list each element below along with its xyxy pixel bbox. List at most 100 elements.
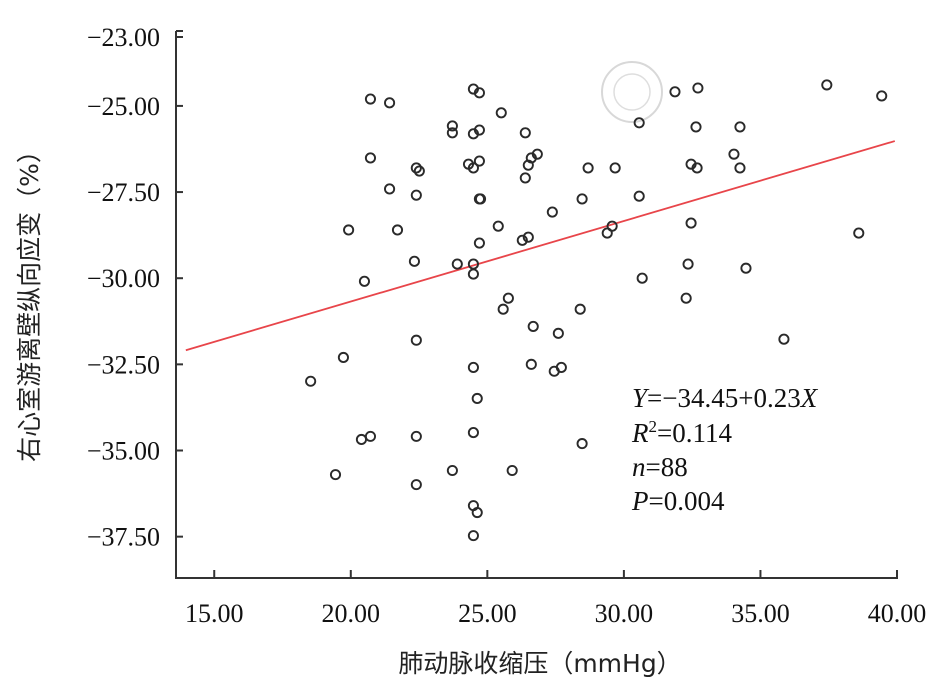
equation-text: Y=−34.45+0.23X [632,383,819,413]
y-tick-label: −27.50 [87,178,160,207]
regression-line [185,140,896,352]
data-point [552,327,564,339]
data-point [495,107,507,119]
data-point [471,392,483,405]
data-point [576,438,588,450]
data-point [410,189,422,201]
data-point [690,121,702,133]
data-point [467,268,479,280]
data-point [685,217,697,229]
data-point [474,193,487,205]
x-tick-label: 35.00 [731,599,790,628]
data-point [734,162,746,174]
x-axis-title: 肺动脉收缩压（mmHg） [398,649,681,678]
y-tick-label: −32.50 [87,350,160,379]
data-point [633,190,645,202]
data-point [522,231,534,243]
data-point [606,220,618,232]
data-point [669,86,681,98]
data-point [467,530,479,542]
y-tick-label: −35.00 [87,437,160,466]
data-point [446,120,458,132]
data-point [473,124,485,136]
data-point [446,127,458,139]
data-point [410,162,422,174]
data-point [467,427,479,439]
data-point [574,303,586,315]
data-point [853,227,865,239]
data-point [410,479,422,491]
data-point [525,358,537,370]
data-point [384,97,396,109]
y-tick-label: −37.50 [87,523,160,552]
data-point [410,334,422,346]
data-points [305,79,888,542]
data-point [519,172,531,184]
y-tick-label: −25.00 [87,92,160,121]
data-point [555,361,567,374]
data-point [633,117,645,129]
data-point [519,127,531,139]
data-point [467,361,479,374]
data-point [546,206,558,218]
x-tick-label: 20.00 [322,599,381,628]
data-point [364,152,377,164]
data-point [473,237,485,249]
data-point [446,464,458,477]
data-point [364,93,377,105]
data-point [516,234,528,246]
x-tick-label: 40.00 [868,599,927,628]
data-point [358,275,370,287]
data-point [734,121,746,133]
r-squared-text: R2=0.114 [631,417,732,448]
data-point [876,90,888,102]
y-tick-label: −23.00 [87,23,160,52]
data-point [410,430,422,442]
x-tick-label: 30.00 [595,599,654,628]
data-point [582,162,594,174]
data-point [492,220,504,232]
y-ticks: −23.00 −25.00 −27.50 −30.00 −32.50 −35.00 −37.… [87,23,183,552]
data-point [413,165,425,177]
x-ticks: 15.00 20.00 25.00 30.00 35.00 40.00 [185,570,926,628]
data-point [502,292,514,304]
y-axis-title: 右心室游离壁纵向应变（%） [15,138,44,462]
data-point [821,79,833,91]
data-point [408,255,420,267]
data-point [471,506,483,519]
data-point [778,333,790,345]
data-point [740,262,752,274]
data-point [728,148,740,160]
data-point [682,258,694,270]
data-point [391,224,404,236]
data-point [497,303,509,315]
data-point [337,351,349,364]
watermark-seal-inner [613,73,651,111]
x-tick-label: 25.00 [458,599,517,628]
data-point [329,469,342,481]
data-point [680,292,692,304]
watermark-seal [601,61,663,123]
data-point [384,183,396,195]
y-tick-label: −30.00 [87,264,160,293]
p-value-text: P=0.004 [631,486,725,516]
data-point [692,82,704,94]
data-point [609,162,621,174]
data-point [527,320,539,333]
data-point [343,224,355,236]
data-point [451,258,463,270]
data-point [576,193,588,205]
data-point [364,430,377,442]
data-point [305,375,317,387]
data-point [506,464,518,477]
watermark [601,61,663,123]
data-point [636,272,648,284]
data-point [691,162,703,174]
data-point [531,148,543,160]
n-text: n=88 [632,452,688,482]
data-point [467,162,479,174]
data-point [355,433,367,446]
data-point [473,155,485,167]
data-point [473,87,485,99]
